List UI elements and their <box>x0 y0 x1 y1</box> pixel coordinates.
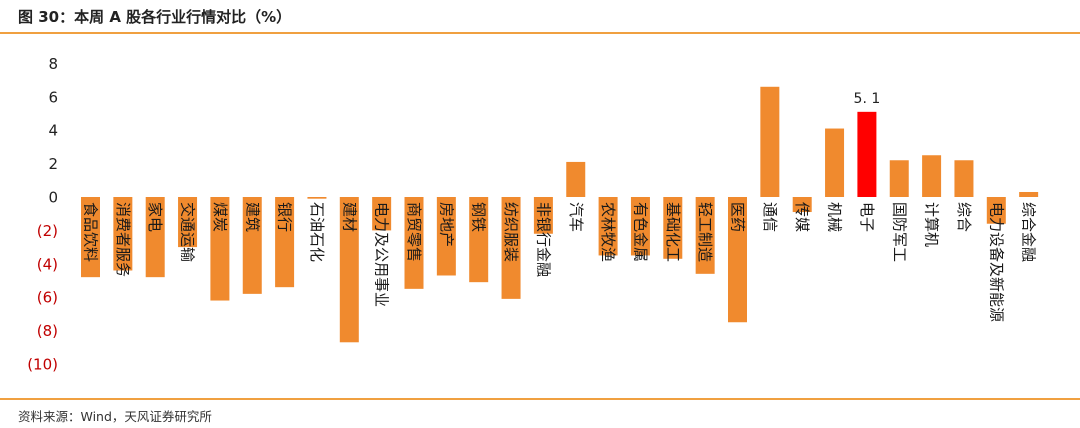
bar <box>1019 191 1039 197</box>
x-tick-label: 建材 <box>340 202 358 232</box>
bar <box>501 197 521 299</box>
bar <box>469 197 489 283</box>
bar <box>178 197 198 248</box>
bar <box>566 161 586 197</box>
y-tick-label: (2) <box>37 222 58 240</box>
bar <box>889 160 909 197</box>
y-tick-label: 8 <box>48 55 58 73</box>
bar <box>339 197 359 343</box>
x-tick-label: 建筑 <box>243 202 261 232</box>
y-axis: 8 6 4 2 0 (2) (4) (6) (8) (10) <box>27 55 58 374</box>
x-tick-label: 电子 <box>858 202 876 232</box>
title-divider <box>0 32 1080 34</box>
x-tick-label: 机械 <box>826 202 844 232</box>
bar <box>145 197 165 278</box>
x-tick-label: 电力及公用事业 <box>373 202 391 307</box>
bar <box>210 197 230 301</box>
x-tick-label: 有色金属 <box>631 202 649 262</box>
bar <box>242 197 262 294</box>
bar <box>857 111 877 197</box>
bar <box>760 86 780 197</box>
x-tick-label: 钢铁 <box>470 202 488 232</box>
y-tick-label: (4) <box>37 255 58 273</box>
x-tick-label: 电力设备及新能源 <box>987 202 1005 322</box>
y-tick-label: 0 <box>48 189 58 207</box>
bar <box>792 197 812 213</box>
x-tick-label: 非银行金融 <box>534 202 552 277</box>
bar <box>663 197 683 259</box>
x-tick-label: 煤炭 <box>211 202 229 232</box>
x-tick-label: 银行 <box>276 202 294 232</box>
page-title: 图 30：本周 A 股各行业行情对比（%） <box>18 8 292 26</box>
bar <box>113 197 133 271</box>
x-axis-labels: 食品饮料 消费者服务 家电 交通运输 煤炭 建筑 银行 石油石化 建材 电力及公用事业 商贸零售 房地… <box>82 202 1038 322</box>
bar <box>533 197 553 234</box>
x-tick-label: 基础化工 <box>664 202 682 262</box>
y-tick-label: 4 <box>48 122 58 140</box>
x-tick-label: 综合 <box>955 202 973 232</box>
x-tick-label: 消费者服务 <box>114 202 132 277</box>
bar <box>598 197 618 256</box>
x-tick-label: 医药 <box>729 202 747 232</box>
bar <box>436 197 456 276</box>
x-tick-label: 食品饮料 <box>82 202 100 262</box>
bar <box>825 128 845 197</box>
bar <box>954 160 974 197</box>
bar <box>922 155 942 197</box>
x-tick-label: 房地产 <box>437 202 455 247</box>
bars <box>81 86 1039 343</box>
x-tick-label: 家电 <box>146 202 164 232</box>
bar <box>695 197 715 274</box>
bar <box>307 197 327 199</box>
bar <box>81 197 100 278</box>
x-tick-label: 通信 <box>761 202 779 232</box>
bar <box>630 197 650 256</box>
y-tick-label: 2 <box>48 155 58 173</box>
x-tick-label: 石油石化 <box>308 202 326 262</box>
bar <box>986 197 1006 224</box>
x-tick-label: 传媒 <box>793 202 811 232</box>
x-tick-label: 交通运输 <box>179 202 197 262</box>
x-tick-label: 农林牧渔 <box>599 202 617 262</box>
source-note: 资料来源：Wind，天风证券研究所 <box>18 409 212 424</box>
data-label: 5. 1 <box>854 91 881 107</box>
bar <box>372 197 392 231</box>
annotations: 5. 1 <box>854 91 881 107</box>
y-tick-label: 6 <box>48 88 58 106</box>
x-tick-label: 纺织服装 <box>502 202 520 262</box>
footer-divider <box>0 398 1080 400</box>
x-tick-label: 轻工制造 <box>696 202 714 262</box>
y-tick-label: (10) <box>27 356 58 374</box>
y-tick-label: (6) <box>37 289 58 307</box>
x-tick-label: 汽车 <box>567 202 585 232</box>
x-tick-label: 综合金融 <box>1020 202 1038 262</box>
bar <box>728 197 747 323</box>
bar <box>275 197 295 288</box>
bar-chart: 86420(2)(4)(6)(8)(10) 食品饮料 消费者服务 家电 交通运输 煤炭建… <box>27 55 1039 374</box>
bar <box>404 197 424 289</box>
x-tick-label: 商贸零售 <box>405 202 423 262</box>
x-tick-label: 国防军工 <box>890 202 908 262</box>
y-tick-label: (8) <box>37 322 58 340</box>
x-tick-label: 计算机 <box>923 202 941 247</box>
